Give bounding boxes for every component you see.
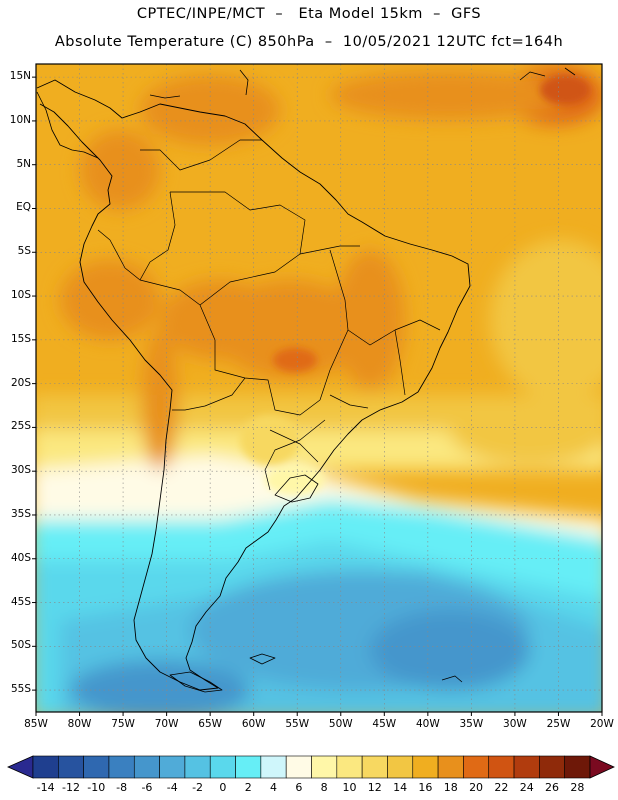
colorbar-swatch [32,755,59,779]
colorbar-label: 14 [393,781,408,794]
falkland-islands [249,653,276,665]
colorbar-swatch [488,755,515,779]
colorbar-label: 20 [469,781,484,794]
colorbar-label: -12 [61,781,80,794]
country-borders [97,139,441,491]
colorbar-swatch [387,755,414,779]
lat-label: 5N [16,157,31,170]
colorbar-label: -10 [87,781,106,794]
lat-label: 25S [10,420,31,433]
temperature-field [36,64,602,712]
colorbar-over-arrow [589,755,615,779]
lon-label: 80W [67,718,92,730]
lon-label: 20W [590,718,614,730]
lat-label: 40S [10,551,31,564]
south-georgia [441,675,463,683]
colorbar-swatch [513,755,540,779]
colorbar-swatch [285,755,312,779]
lat-label: 10S [10,289,31,302]
lon-label: 55W [285,718,310,730]
lat-label: 15S [10,332,31,345]
lon-label: 40W [415,718,440,730]
colorbar-label: -2 [192,781,204,794]
lat-label: 30S [10,464,31,477]
colorbar-swatch [336,755,363,779]
colorbar-label: 4 [270,781,278,794]
map-frame [35,63,603,713]
central-america [36,91,99,159]
colorbar-label: -6 [141,781,153,794]
colorbar-swatch [463,755,490,779]
caribbean-islands [149,67,576,99]
lon-label: 65W [198,718,223,730]
colorbar-swatch [311,755,338,779]
colorbar-label: 16 [418,781,433,794]
colorbar-label: 28 [570,781,585,794]
colorbar-label: -4 [166,781,178,794]
coastline-and-borders [36,67,576,693]
lat-label: 55S [10,683,31,696]
colorbar-label: 12 [367,781,382,794]
lat-label: 50S [10,639,31,652]
colorbar-swatch [58,755,84,779]
lon-label: 45W [372,718,397,730]
lon-label: 75W [111,718,135,730]
colorbar-label: 2 [244,781,252,794]
lat-label: 10N [9,113,31,126]
colorbar-swatch [133,755,160,779]
lat-label: 5S [17,245,31,258]
colorbar-swatch [235,755,262,779]
rio-de-la-plata [274,474,319,503]
lon-label: 25W [546,718,571,730]
lon-label: 85W [24,718,48,730]
lon-label: 30W [503,718,527,730]
map-title-line-1: CPTEC/INPE/MCT – Eta Model 15km – GFS [136,6,482,22]
colorbar-label: -14 [36,781,55,794]
lat-label: 35S [10,507,31,520]
colorbar-label: -8 [116,781,128,794]
lon-label: 35W [459,718,484,730]
colorbar-swatch [108,755,135,779]
axis-ticks [32,76,603,716]
colorbar-swatch [437,755,464,779]
colorbar-label: 22 [494,781,509,794]
colorbar-under-arrow [7,755,34,779]
colorbar-swatch [184,755,211,779]
colorbar-label: 18 [443,781,458,794]
lat-label: 15N [9,70,31,83]
colorbar-swatch [159,755,186,779]
lat-label: 20S [10,376,31,389]
colorbar-label: 26 [545,781,560,794]
colorbar-swatch [564,755,591,779]
colorbar-label: 6 [295,781,303,794]
colorbar-swatch [83,755,110,779]
temperature-colorbar [7,755,615,779]
colorbar-swatch [260,755,287,779]
map-title-line-2: Absolute Temperature (C) 850hPa – 10/05/… [54,34,564,50]
colorbar-swatch [361,755,388,779]
colorbar-label: 0 [219,781,227,794]
lat-label: 45S [10,595,31,608]
tierra-del-fuego [169,671,223,693]
colorbar-label: 8 [320,781,328,794]
lon-label: 70W [154,718,179,730]
colorbar-swatch [539,755,565,779]
south-america-coastline [36,79,471,691]
lon-label: 50W [328,718,353,730]
colorbar-swatch [412,755,439,779]
lon-label: 60W [241,718,266,730]
colorbar-label: 10 [342,781,357,794]
colorbar-swatch [209,755,236,779]
lat-label: EQ [16,201,31,214]
colorbar-label: 24 [519,781,534,794]
